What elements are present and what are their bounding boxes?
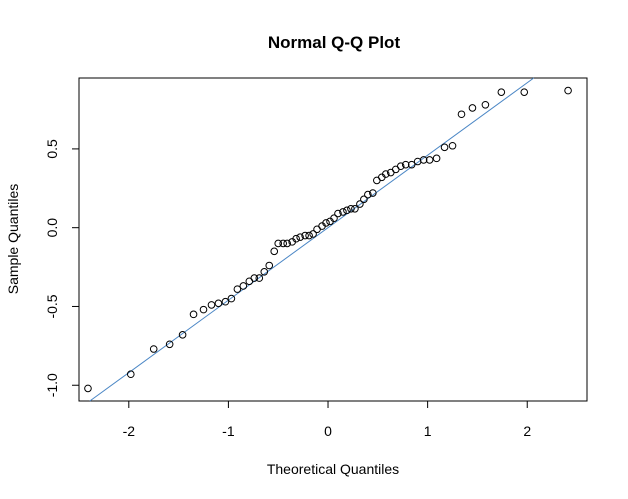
data-point <box>364 190 372 199</box>
x-tick-label: -2 <box>123 423 136 439</box>
data-point <box>274 239 283 248</box>
data-point <box>457 110 466 119</box>
y-axis-label: Sample Quantiles <box>5 184 21 295</box>
y-tick-label: 0.0 <box>44 218 60 238</box>
data-point <box>497 88 506 96</box>
data-point <box>233 285 242 293</box>
data-point <box>373 176 381 185</box>
data-point <box>381 170 390 178</box>
data-point <box>564 86 572 95</box>
data-point <box>189 310 198 319</box>
chart-title: Normal Q-Q Plot <box>268 33 401 52</box>
data-point <box>520 88 529 96</box>
data-point <box>322 219 330 227</box>
data-point <box>245 277 254 286</box>
data-point <box>301 231 309 240</box>
data-point <box>178 331 187 339</box>
data-point <box>239 282 248 290</box>
data-point <box>199 305 208 314</box>
data-point <box>207 301 216 309</box>
data-point <box>448 141 457 150</box>
data-point <box>419 156 428 164</box>
data-point <box>313 225 321 234</box>
data-point <box>265 261 274 270</box>
data-point <box>468 104 477 112</box>
reference-line-layer <box>89 77 535 402</box>
data-point <box>270 247 279 256</box>
data-point <box>369 189 377 197</box>
points-layer <box>84 86 572 393</box>
data-point <box>84 384 92 393</box>
data-point <box>296 233 304 241</box>
x-axis-label: Theoretical Quantiles <box>267 461 399 477</box>
data-point <box>165 340 174 349</box>
data-point <box>221 297 230 306</box>
data-point <box>432 154 441 163</box>
data-point <box>343 206 351 215</box>
data-point <box>407 160 416 169</box>
x-tick-label: 2 <box>523 423 531 439</box>
x-tick-label: 0 <box>324 423 332 439</box>
y-axis: -1.0 -0.5 0.0 0.5 <box>44 139 80 397</box>
x-tick-label: 1 <box>424 423 432 439</box>
qq-reference-line <box>89 77 535 402</box>
data-point <box>214 299 223 308</box>
data-point <box>149 345 158 353</box>
data-point <box>292 234 300 243</box>
data-point <box>255 274 264 282</box>
data-point <box>334 209 342 218</box>
y-tick-label: 0.5 <box>44 139 60 159</box>
data-point <box>396 162 405 171</box>
data-point <box>330 214 338 223</box>
x-axis: -2 -1 0 1 2 <box>123 400 531 439</box>
data-point <box>126 370 135 379</box>
data-point <box>279 239 287 248</box>
data-point <box>260 268 269 276</box>
data-point <box>347 204 355 213</box>
data-point <box>401 160 410 169</box>
y-tick-label: -1.0 <box>44 373 60 397</box>
data-point <box>356 200 364 208</box>
data-point <box>425 156 434 164</box>
data-point <box>250 274 259 282</box>
data-point <box>391 165 400 174</box>
data-point <box>339 208 347 216</box>
data-point <box>227 294 236 303</box>
data-point <box>481 100 490 109</box>
data-point <box>440 143 449 152</box>
data-point <box>360 195 368 204</box>
x-tick-label: -1 <box>222 423 235 439</box>
data-point <box>283 239 291 248</box>
plot-frame <box>78 77 588 402</box>
data-point <box>309 230 317 238</box>
data-point <box>351 204 359 213</box>
data-point <box>305 231 313 240</box>
y-tick-label: -0.5 <box>44 294 60 318</box>
